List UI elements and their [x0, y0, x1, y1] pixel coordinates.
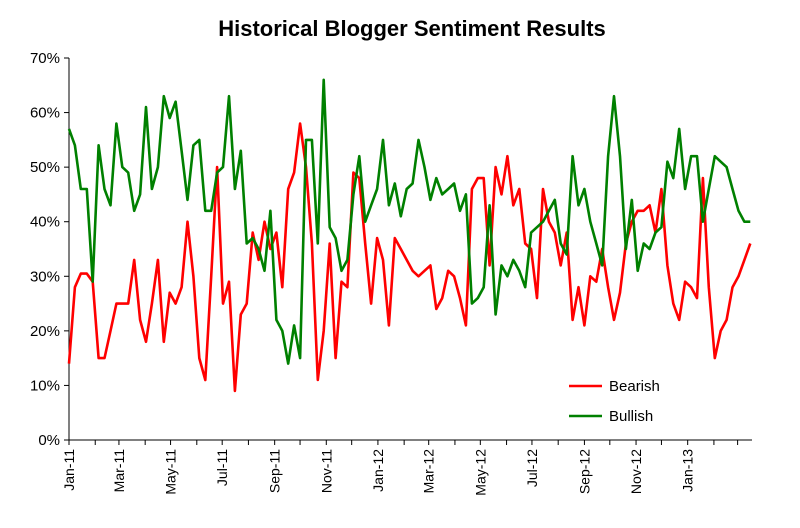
x-tick-label: Mar-11: [111, 449, 127, 493]
y-tick-label: 30%: [30, 268, 60, 285]
y-tick-label: 40%: [30, 214, 60, 231]
legend-label-bearish: Bearish: [609, 378, 660, 395]
x-tick-label: Jan-11: [61, 449, 77, 491]
legend-label-bullish: Bullish: [609, 408, 653, 425]
legend: Bearish Bullish: [569, 378, 660, 425]
axes-layer: 0% 10% 20% 30% 40% 50% 60% 70% Jan-11 Mar-11 May-1…: [30, 50, 752, 496]
x-tick-label: Jan-13: [680, 449, 696, 492]
x-tick-label: Mar-12: [421, 449, 437, 494]
x-tick-label: Jul-12: [524, 449, 540, 487]
y-tick-label: 50%: [30, 159, 60, 176]
chart-title: Historical Blogger Sentiment Results: [218, 16, 606, 41]
series-line-bullish: [67, 78, 751, 365]
x-tick-label: Nov-12: [628, 449, 644, 494]
x-tick-label: May-12: [472, 449, 488, 496]
x-tick-label: Sep-11: [267, 449, 283, 493]
series-layer: [67, 78, 752, 393]
y-tick-label: 60%: [30, 105, 60, 122]
x-tick-label: May-11: [163, 449, 179, 495]
y-tick-label: 0%: [38, 432, 60, 449]
x-tick-label: Jan-12: [370, 449, 386, 492]
x-tick-label: Nov-11: [318, 449, 334, 493]
x-tick-label: Jul-11: [214, 449, 230, 486]
y-tick-label: 70%: [30, 50, 60, 67]
y-tick-label: 10%: [30, 377, 60, 394]
y-tick-label: 20%: [30, 323, 60, 340]
series-line-bearish: [67, 122, 752, 393]
x-tick-label: Sep-12: [576, 449, 592, 494]
